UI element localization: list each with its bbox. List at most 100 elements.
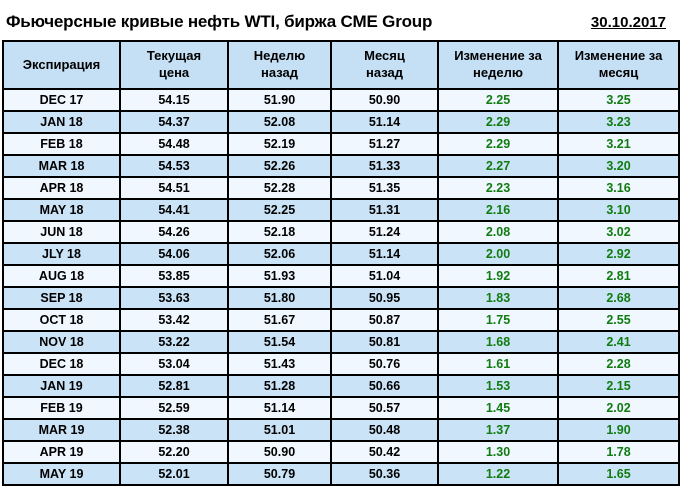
cell-expiration: MAY 19 — [2, 462, 121, 486]
cell-value: 2.55 — [557, 308, 680, 332]
cell-value: 2.15 — [557, 374, 680, 398]
cell-value: 51.28 — [227, 374, 332, 398]
cell-value: 54.48 — [119, 132, 229, 156]
table-row: FEB 18 54.48 52.19 51.27 2.29 3.21 — [2, 132, 680, 156]
cell-value: 2.16 — [437, 198, 559, 222]
cell-value: 3.23 — [557, 110, 680, 134]
cell-expiration: DEC 17 — [2, 88, 121, 112]
cell-expiration: MAR 19 — [2, 418, 121, 442]
cell-value: 50.76 — [330, 352, 439, 376]
cell-expiration: NOV 18 — [2, 330, 121, 354]
cell-value: 1.22 — [437, 462, 559, 486]
cell-expiration: JAN 18 — [2, 110, 121, 134]
cell-value: 50.36 — [330, 462, 439, 486]
cell-value: 3.02 — [557, 220, 680, 244]
table-row: NOV 18 53.22 51.54 50.81 1.68 2.41 — [2, 330, 680, 354]
cell-value: 51.67 — [227, 308, 332, 332]
table-row: JAN 18 54.37 52.08 51.14 2.29 3.23 — [2, 110, 680, 134]
column-header: Изменение за месяц — [557, 40, 680, 90]
cell-value: 2.02 — [557, 396, 680, 420]
table-row: DEC 18 53.04 51.43 50.76 1.61 2.28 — [2, 352, 680, 376]
cell-value: 51.80 — [227, 286, 332, 310]
cell-expiration: APR 18 — [2, 176, 121, 200]
cell-expiration: SEP 18 — [2, 286, 121, 310]
cell-value: 1.90 — [557, 418, 680, 442]
cell-value: 2.08 — [437, 220, 559, 244]
cell-value: 54.06 — [119, 242, 229, 266]
cell-value: 52.19 — [227, 132, 332, 156]
cell-expiration: JAN 19 — [2, 374, 121, 398]
cell-value: 3.16 — [557, 176, 680, 200]
cell-value: 2.00 — [437, 242, 559, 266]
cell-value: 54.51 — [119, 176, 229, 200]
cell-expiration: AUG 18 — [2, 264, 121, 288]
cell-value: 3.10 — [557, 198, 680, 222]
cell-value: 1.92 — [437, 264, 559, 288]
cell-value: 51.43 — [227, 352, 332, 376]
cell-value: 52.38 — [119, 418, 229, 442]
cell-value: 50.90 — [330, 88, 439, 112]
cell-value: 3.20 — [557, 154, 680, 178]
cell-value: 1.78 — [557, 440, 680, 464]
table-row: JAN 19 52.81 51.28 50.66 1.53 2.15 — [2, 374, 680, 398]
cell-value: 1.68 — [437, 330, 559, 354]
cell-value: 3.25 — [557, 88, 680, 112]
cell-value: 50.48 — [330, 418, 439, 442]
cell-value: 50.81 — [330, 330, 439, 354]
cell-expiration: MAR 18 — [2, 154, 121, 178]
cell-value: 51.14 — [330, 110, 439, 134]
cell-value: 51.27 — [330, 132, 439, 156]
cell-value: 50.87 — [330, 308, 439, 332]
column-header: Месяц назад — [330, 40, 439, 90]
title-bar: Фьючерсные кривые нефть WTI, биржа CME G… — [0, 0, 680, 40]
cell-value: 52.20 — [119, 440, 229, 464]
cell-value: 50.79 — [227, 462, 332, 486]
cell-value: 52.06 — [227, 242, 332, 266]
cell-value: 50.95 — [330, 286, 439, 310]
cell-value: 1.30 — [437, 440, 559, 464]
cell-value: 54.26 — [119, 220, 229, 244]
cell-value: 52.59 — [119, 396, 229, 420]
report-date: 30.10.2017 — [590, 13, 666, 31]
cell-value: 52.28 — [227, 176, 332, 200]
table-row: SEP 18 53.63 51.80 50.95 1.83 2.68 — [2, 286, 680, 310]
cell-value: 2.41 — [557, 330, 680, 354]
cell-value: 1.61 — [437, 352, 559, 376]
cell-value: 3.21 — [557, 132, 680, 156]
table-row: APR 19 52.20 50.90 50.42 1.30 1.78 — [2, 440, 680, 464]
cell-value: 53.63 — [119, 286, 229, 310]
cell-value: 53.42 — [119, 308, 229, 332]
cell-value: 52.26 — [227, 154, 332, 178]
column-header: Текущая цена — [119, 40, 229, 90]
cell-value: 1.53 — [437, 374, 559, 398]
cell-expiration: JLY 18 — [2, 242, 121, 266]
table-row: FEB 19 52.59 51.14 50.57 1.45 2.02 — [2, 396, 680, 420]
cell-value: 52.81 — [119, 374, 229, 398]
cell-value: 51.24 — [330, 220, 439, 244]
cell-value: 51.54 — [227, 330, 332, 354]
cell-value: 51.01 — [227, 418, 332, 442]
cell-value: 51.33 — [330, 154, 439, 178]
cell-expiration: DEC 18 — [2, 352, 121, 376]
table-body: DEC 17 54.15 51.90 50.90 2.25 3.25 JAN 18 54.37… — [2, 88, 680, 486]
table-row: MAY 19 52.01 50.79 50.36 1.22 1.65 — [2, 462, 680, 486]
cell-value: 50.42 — [330, 440, 439, 464]
column-header: Экспирация — [2, 40, 121, 90]
cell-value: 52.08 — [227, 110, 332, 134]
cell-value: 52.25 — [227, 198, 332, 222]
cell-value: 2.28 — [557, 352, 680, 376]
cell-value: 2.23 — [437, 176, 559, 200]
cell-value: 54.37 — [119, 110, 229, 134]
cell-value: 2.29 — [437, 132, 559, 156]
cell-value: 1.37 — [437, 418, 559, 442]
cell-value: 51.14 — [330, 242, 439, 266]
cell-value: 51.90 — [227, 88, 332, 112]
cell-expiration: OCT 18 — [2, 308, 121, 332]
cell-value: 50.66 — [330, 374, 439, 398]
page-title: Фьючерсные кривые нефть WTI, биржа CME G… — [6, 12, 433, 31]
table-row: MAR 18 54.53 52.26 51.33 2.27 3.20 — [2, 154, 680, 178]
cell-value: 2.29 — [437, 110, 559, 134]
cell-expiration: JUN 18 — [2, 220, 121, 244]
table-row: AUG 18 53.85 51.93 51.04 1.92 2.81 — [2, 264, 680, 288]
